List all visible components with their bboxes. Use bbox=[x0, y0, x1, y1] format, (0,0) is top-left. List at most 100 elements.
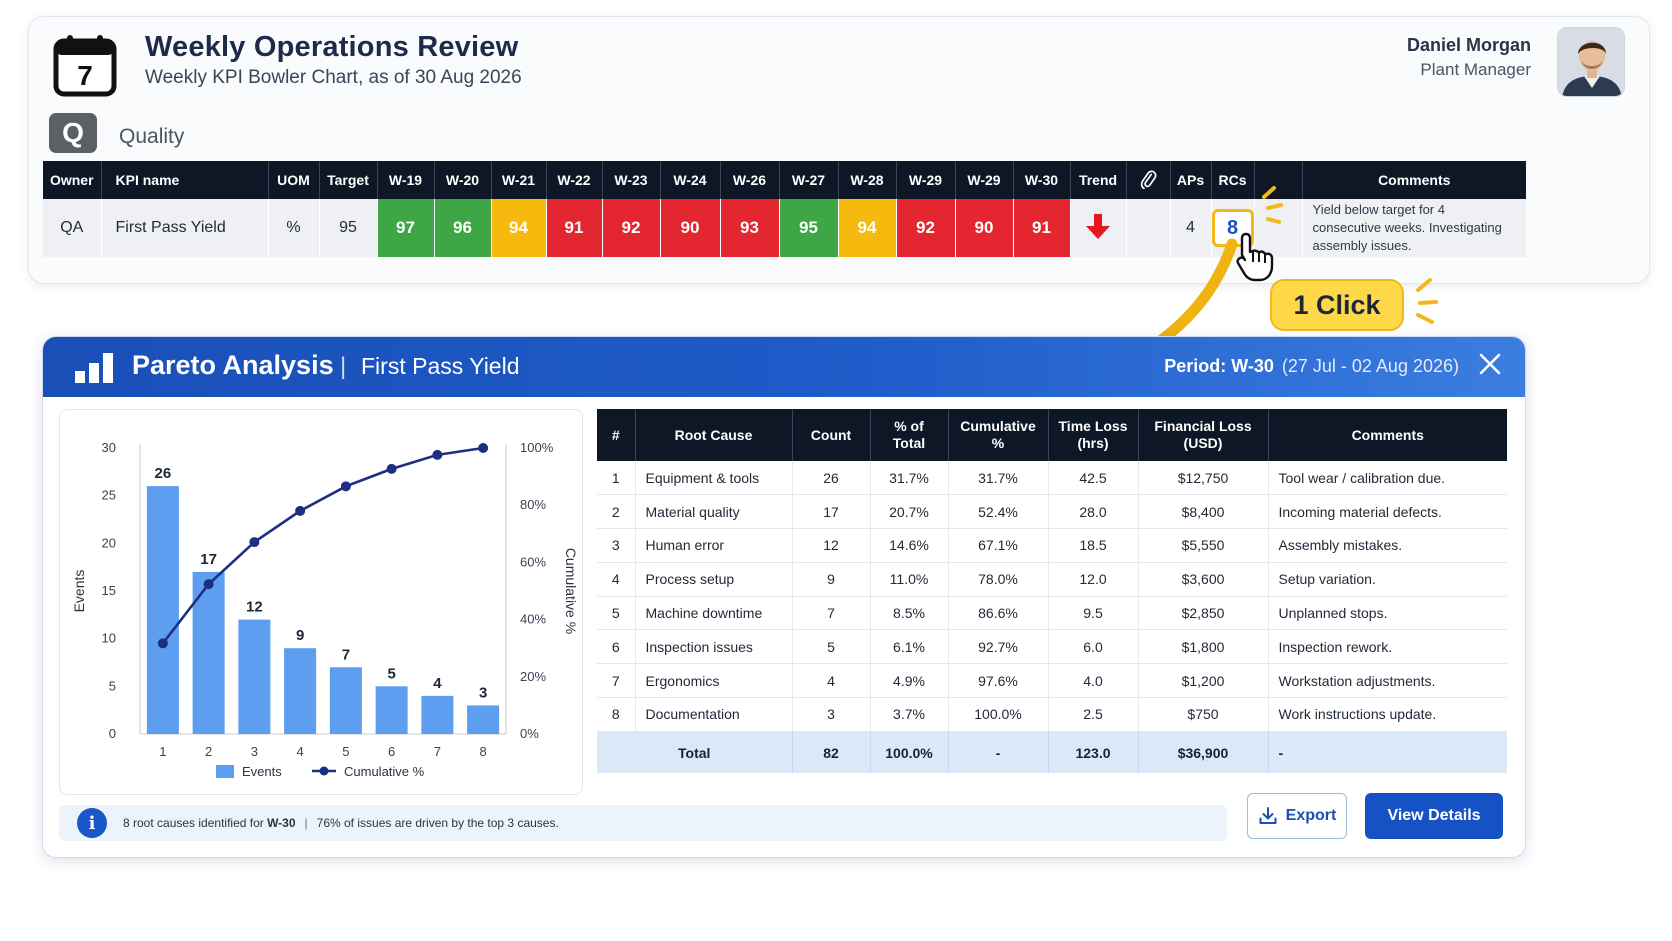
info-bar: i 8 root causes identified for W-30 | 76% … bbox=[59, 805, 1227, 841]
kpi-table: Owner KPI name UOM Target W-19 W-20 W-21… bbox=[43, 161, 1527, 257]
week-header: W-23 bbox=[602, 161, 661, 199]
blank-header bbox=[1254, 161, 1303, 199]
week-cell: 94 bbox=[491, 199, 547, 257]
table-row[interactable]: 3 Human error 12 14.6% 67.1% 18.5 $5,550 Assemb… bbox=[597, 528, 1507, 563]
user-role: Plant Manager bbox=[1420, 60, 1531, 79]
view-details-button[interactable]: View Details bbox=[1365, 793, 1503, 839]
info-text: 8 root causes identified for W-30 | 76% of… bbox=[123, 816, 559, 830]
avatar[interactable] bbox=[1557, 27, 1625, 97]
table-row[interactable]: 5 Machine downtime 7 8.5% 86.6% 9.5 $2,850 Unpl… bbox=[597, 596, 1507, 631]
table-cell: Machine downtime bbox=[635, 596, 793, 631]
y-tick-label: 10 bbox=[102, 631, 116, 646]
week-header: W-28 bbox=[838, 161, 897, 199]
bar-value-label: 9 bbox=[296, 627, 304, 644]
table-cell: Incoming material defects. bbox=[1268, 494, 1507, 530]
week-header: W-27 bbox=[779, 161, 839, 199]
pareto-body: 1 Equipment & tools 26 31.7% 31.7% 42.5 $12,75… bbox=[597, 461, 1507, 732]
pareto-chart: 0 5 10 15 20 25 30 0% 20% 40% 60% 80% 100% Events Cumu… bbox=[59, 409, 583, 795]
pareto-header-row: # Root Cause Count% of Total Cumulative% Time… bbox=[597, 409, 1507, 461]
attachment-header[interactable] bbox=[1126, 161, 1171, 199]
table-cell: 6.0 bbox=[1048, 629, 1139, 665]
table-cell: 14.6% bbox=[870, 528, 949, 563]
cumulative-point bbox=[340, 481, 351, 492]
pareto-col-header: % of Total bbox=[870, 409, 949, 461]
table-cell: 2 bbox=[597, 494, 636, 530]
bar bbox=[146, 486, 179, 734]
bar-value-label: 17 bbox=[200, 551, 217, 568]
table-cell: Work instructions update. bbox=[1268, 697, 1507, 732]
table-cell: $8,400 bbox=[1138, 494, 1269, 530]
aps-cell[interactable]: 4 bbox=[1170, 199, 1212, 257]
y2-tick-label: 20% bbox=[520, 669, 546, 684]
modal-title: Pareto Analysis bbox=[132, 350, 334, 380]
table-cell: 11.0% bbox=[870, 562, 949, 597]
y2-tick-label: 40% bbox=[520, 612, 546, 627]
user-info: Daniel Morgan Plant Manager bbox=[1407, 35, 1531, 80]
table-cell: 7 bbox=[597, 663, 636, 699]
x-tick-label: 1 bbox=[159, 744, 166, 759]
table-cell: 4 bbox=[792, 663, 871, 699]
week-cell: 94 bbox=[838, 199, 897, 257]
table-cell: Material quality bbox=[635, 494, 793, 530]
period-range: (27 Jul - 02 Aug 2026) bbox=[1281, 356, 1459, 376]
kpi-header-row: Owner KPI name UOM Target W-19 W-20 W-21… bbox=[43, 161, 1526, 199]
close-icon[interactable] bbox=[1477, 351, 1503, 377]
attachment-cell[interactable] bbox=[1126, 199, 1171, 257]
table-cell: 3 bbox=[792, 697, 871, 732]
rcs-cell[interactable]: 8 bbox=[1211, 199, 1255, 257]
table-cell: 2.5 bbox=[1048, 697, 1139, 732]
bar-value-label: 12 bbox=[246, 599, 263, 616]
pareto-col-header: # bbox=[597, 409, 636, 461]
table-cell: $1,200 bbox=[1138, 663, 1269, 699]
table-cell: 97.6% bbox=[948, 663, 1049, 699]
week-cell: 92 bbox=[602, 199, 661, 257]
week-cell: 95 bbox=[779, 199, 839, 257]
paperclip-icon bbox=[1140, 169, 1157, 190]
rcs-link[interactable]: 8 bbox=[1211, 209, 1254, 247]
table-cell: 28.0 bbox=[1048, 494, 1139, 530]
table-cell: 3.7% bbox=[870, 697, 949, 732]
table-cell: Ergonomics bbox=[635, 663, 793, 699]
calendar-icon: 7 bbox=[53, 35, 117, 97]
table-row[interactable]: 1 Equipment & tools 26 31.7% 31.7% 42.5 $12,75… bbox=[597, 461, 1507, 496]
bar-value-label: 26 bbox=[155, 465, 172, 482]
table-row[interactable]: 8 Documentation 3 3.7% 100.0% 2.5 $750 Work ins… bbox=[597, 697, 1507, 732]
table-cell: Unplanned stops. bbox=[1268, 596, 1507, 631]
table-row[interactable]: 2 Material quality 17 20.7% 52.4% 28.0 $8,400 I… bbox=[597, 494, 1507, 530]
table-cell: 52.4% bbox=[948, 494, 1049, 530]
table-cell: 31.7% bbox=[948, 461, 1049, 496]
week-header: W-24 bbox=[660, 161, 721, 199]
pareto-total-row: Total 82 100.0% -123.0 $36,900- bbox=[597, 731, 1507, 774]
info-part2: 76% of issues are driven by the top 3 ca… bbox=[316, 816, 559, 830]
table-row[interactable]: 6 Inspection issues 5 6.1% 92.7% 6.0 $1,800 Ins… bbox=[597, 629, 1507, 665]
uom-cell: % bbox=[268, 199, 320, 257]
download-icon bbox=[1259, 807, 1277, 824]
kpi-row: QA First Pass Yield % 95 97 96 94 91 92 … bbox=[43, 199, 1527, 257]
blank-cell bbox=[1254, 199, 1303, 257]
week-cell: 92 bbox=[896, 199, 956, 257]
y-axis-title: Events bbox=[71, 570, 87, 613]
target-header: Target bbox=[319, 161, 378, 199]
x-tick-label: 6 bbox=[388, 744, 395, 759]
cumulative-point bbox=[249, 537, 260, 548]
table-row[interactable]: 4 Process setup 9 11.0% 78.0% 12.0 $3,600 Setup… bbox=[597, 562, 1507, 597]
table-row[interactable]: 7 Ergonomics 4 4.9% 97.6% 4.0 $1,200 Workstatio… bbox=[597, 663, 1507, 699]
table-cell: 86.6% bbox=[948, 596, 1049, 631]
export-button[interactable]: Export bbox=[1247, 793, 1347, 839]
week-cell: 96 bbox=[434, 199, 492, 257]
export-label: Export bbox=[1285, 807, 1337, 824]
legend-line-marker bbox=[319, 766, 329, 776]
bar-value-label: 5 bbox=[387, 665, 395, 682]
table-cell: 26 bbox=[792, 461, 871, 496]
table-cell: $750 bbox=[1138, 697, 1269, 732]
kpi-bowler-card: 7 Weekly Operations Review Weekly KPI Bo… bbox=[28, 16, 1650, 284]
table-cell: $2,850 bbox=[1138, 596, 1269, 631]
pareto-table: # Root Cause Count% of Total Cumulative% Time… bbox=[597, 409, 1507, 774]
week-header: W-21 bbox=[491, 161, 547, 199]
table-cell: 6 bbox=[597, 629, 636, 665]
week-header: W-29 bbox=[955, 161, 1014, 199]
kpi-name-header: KPI name bbox=[101, 161, 269, 199]
legend-label: Events bbox=[242, 764, 282, 779]
week-cell: 90 bbox=[660, 199, 721, 257]
bar-chart-icon bbox=[75, 353, 113, 383]
